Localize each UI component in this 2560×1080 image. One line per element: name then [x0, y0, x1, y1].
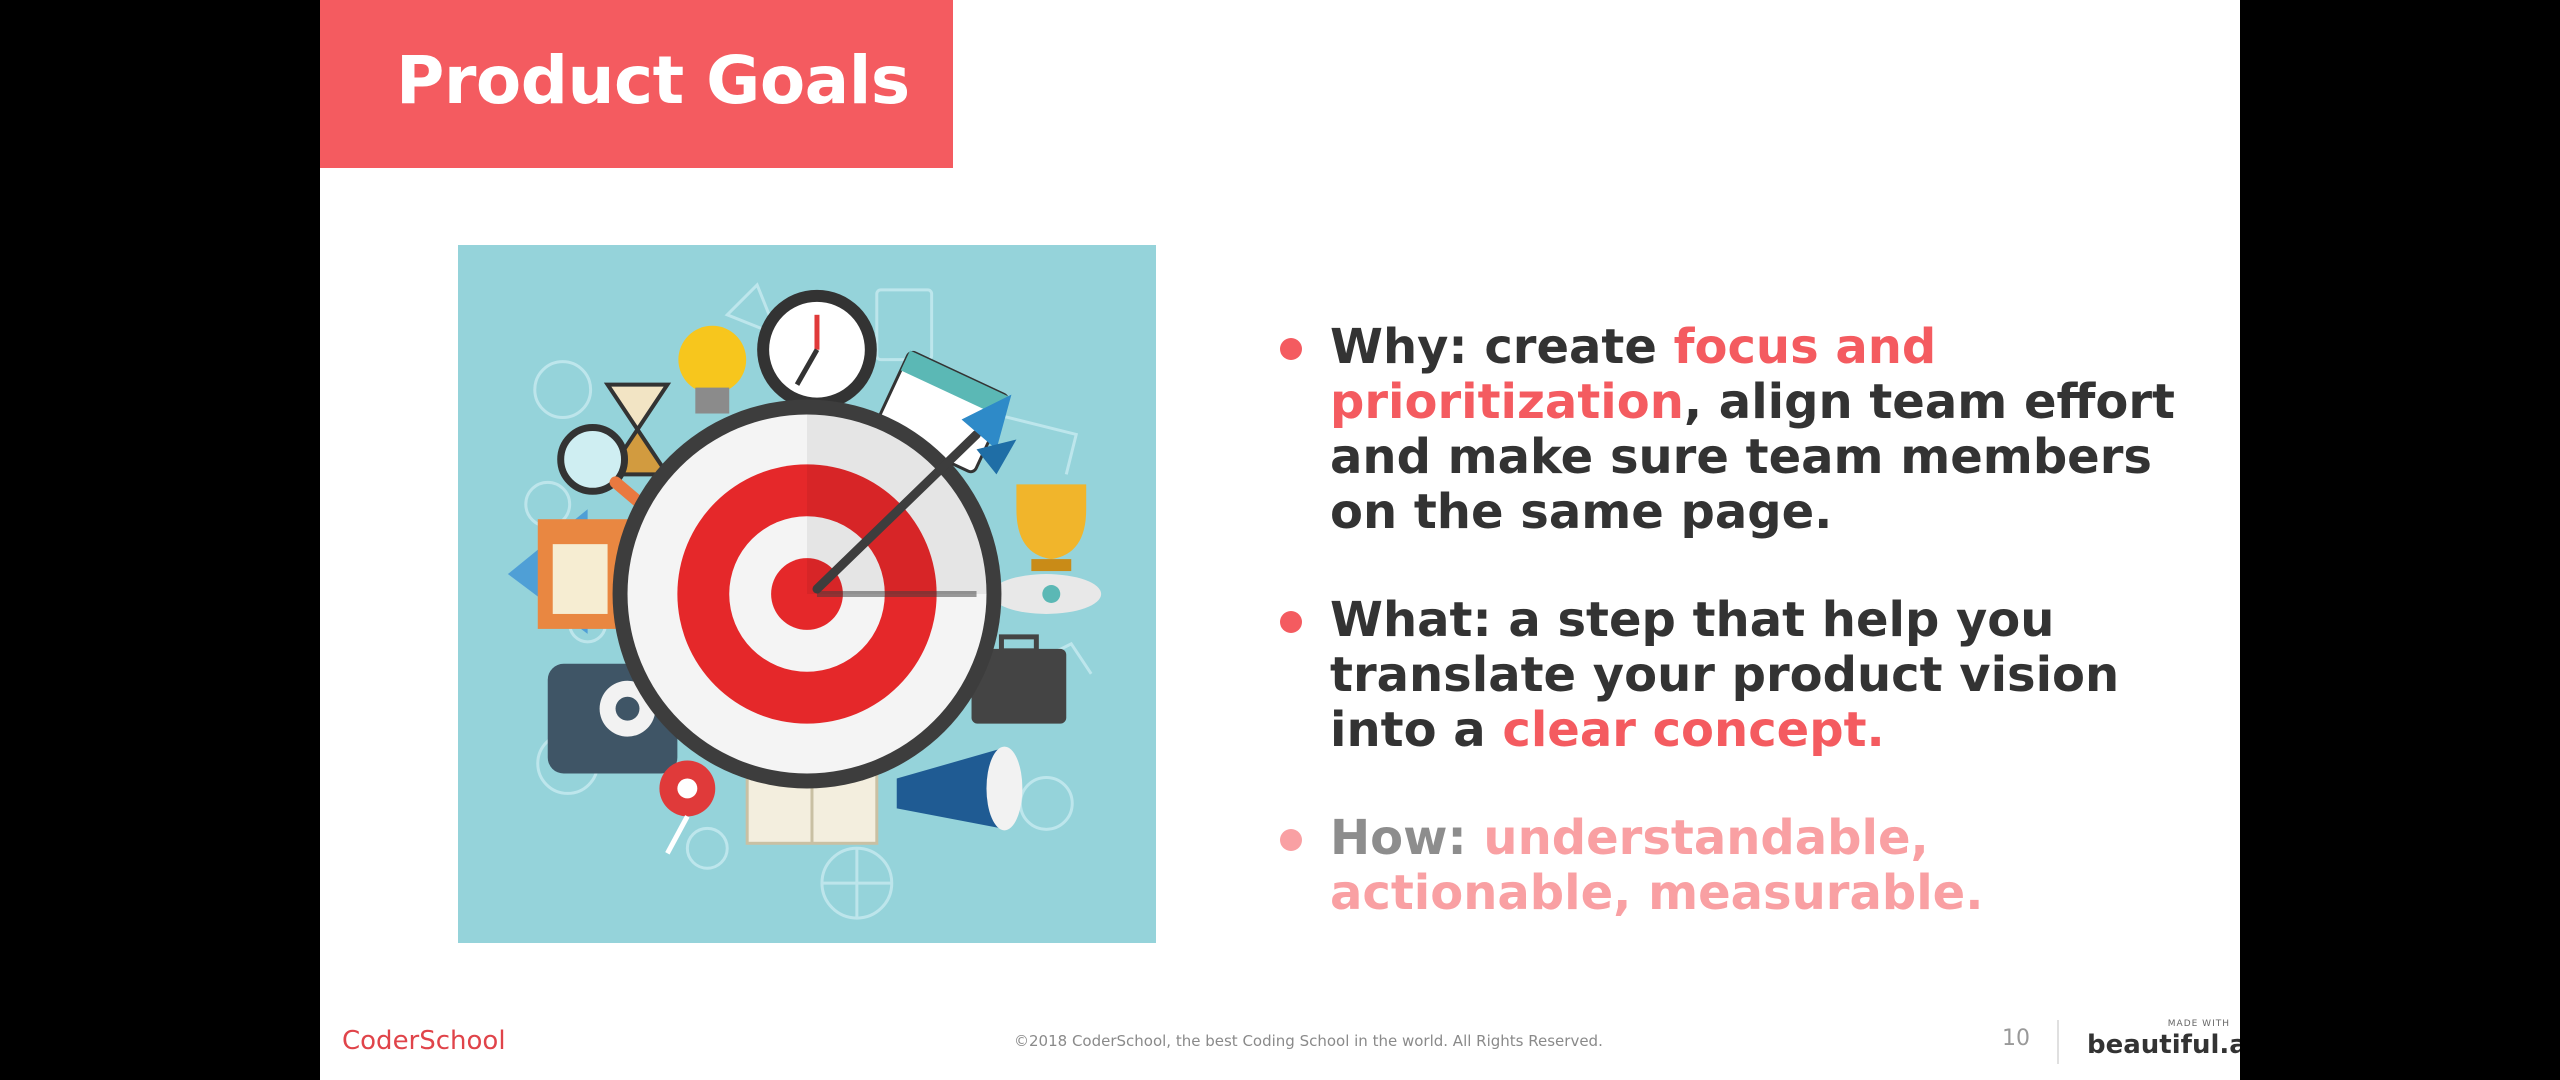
coderschool-logo: CoderSchool — [342, 1026, 506, 1056]
bullet-why-highlight: focus and prioritization — [1330, 319, 1937, 430]
clock-icon — [757, 289, 877, 410]
bullet-what: What: a step that help you translate you… — [1280, 593, 2200, 758]
bullet-list: Why: create focus and prioritization, al… — [1280, 320, 2200, 974]
bullet-why-suffix: , align team effort and make sure team m… — [1330, 374, 2175, 540]
copyright-text: ©2018 CoderSchool, the best Coding Schoo… — [1014, 1032, 1603, 1050]
title-banner: Product Goals — [320, 0, 953, 168]
slide: Product Goals — [320, 0, 2240, 1080]
bullet-what-highlight: clear concept. — [1502, 702, 1885, 758]
megaphone-icon — [896, 746, 1023, 831]
target-icon — [612, 399, 1002, 789]
pin-icon — [659, 760, 716, 855]
page-number: 10 — [2002, 1026, 2030, 1051]
bullet-dot — [1280, 611, 1302, 633]
bullet-how-prefix: How: — [1330, 810, 1484, 866]
footer-divider — [2057, 1020, 2059, 1064]
light-bulb-icon — [678, 325, 747, 414]
bullet-how: How: understandable, actionable, measura… — [1280, 811, 2200, 921]
made-with-label: MADE WITH — [2167, 1019, 2230, 1029]
bullet-why-prefix: Why: create — [1330, 319, 1674, 375]
beautiful-ai-logo[interactable]: beautiful.ai — [2087, 1030, 2240, 1060]
bullet-how-highlight: understandable, actionable, measurable. — [1330, 810, 1984, 921]
briefcase-icon — [971, 634, 1067, 724]
bullet-what-prefix: What: a step that help you translate you… — [1330, 592, 2120, 758]
slide-title: Product Goals — [396, 42, 910, 119]
bullet-why: Why: create focus and prioritization, al… — [1280, 320, 2200, 540]
trophy-icon — [1016, 484, 1087, 572]
arrow-icon — [812, 394, 1017, 597]
target-illustration — [458, 245, 1156, 943]
bullet-dot — [1280, 829, 1302, 851]
bullet-dot — [1280, 338, 1302, 360]
